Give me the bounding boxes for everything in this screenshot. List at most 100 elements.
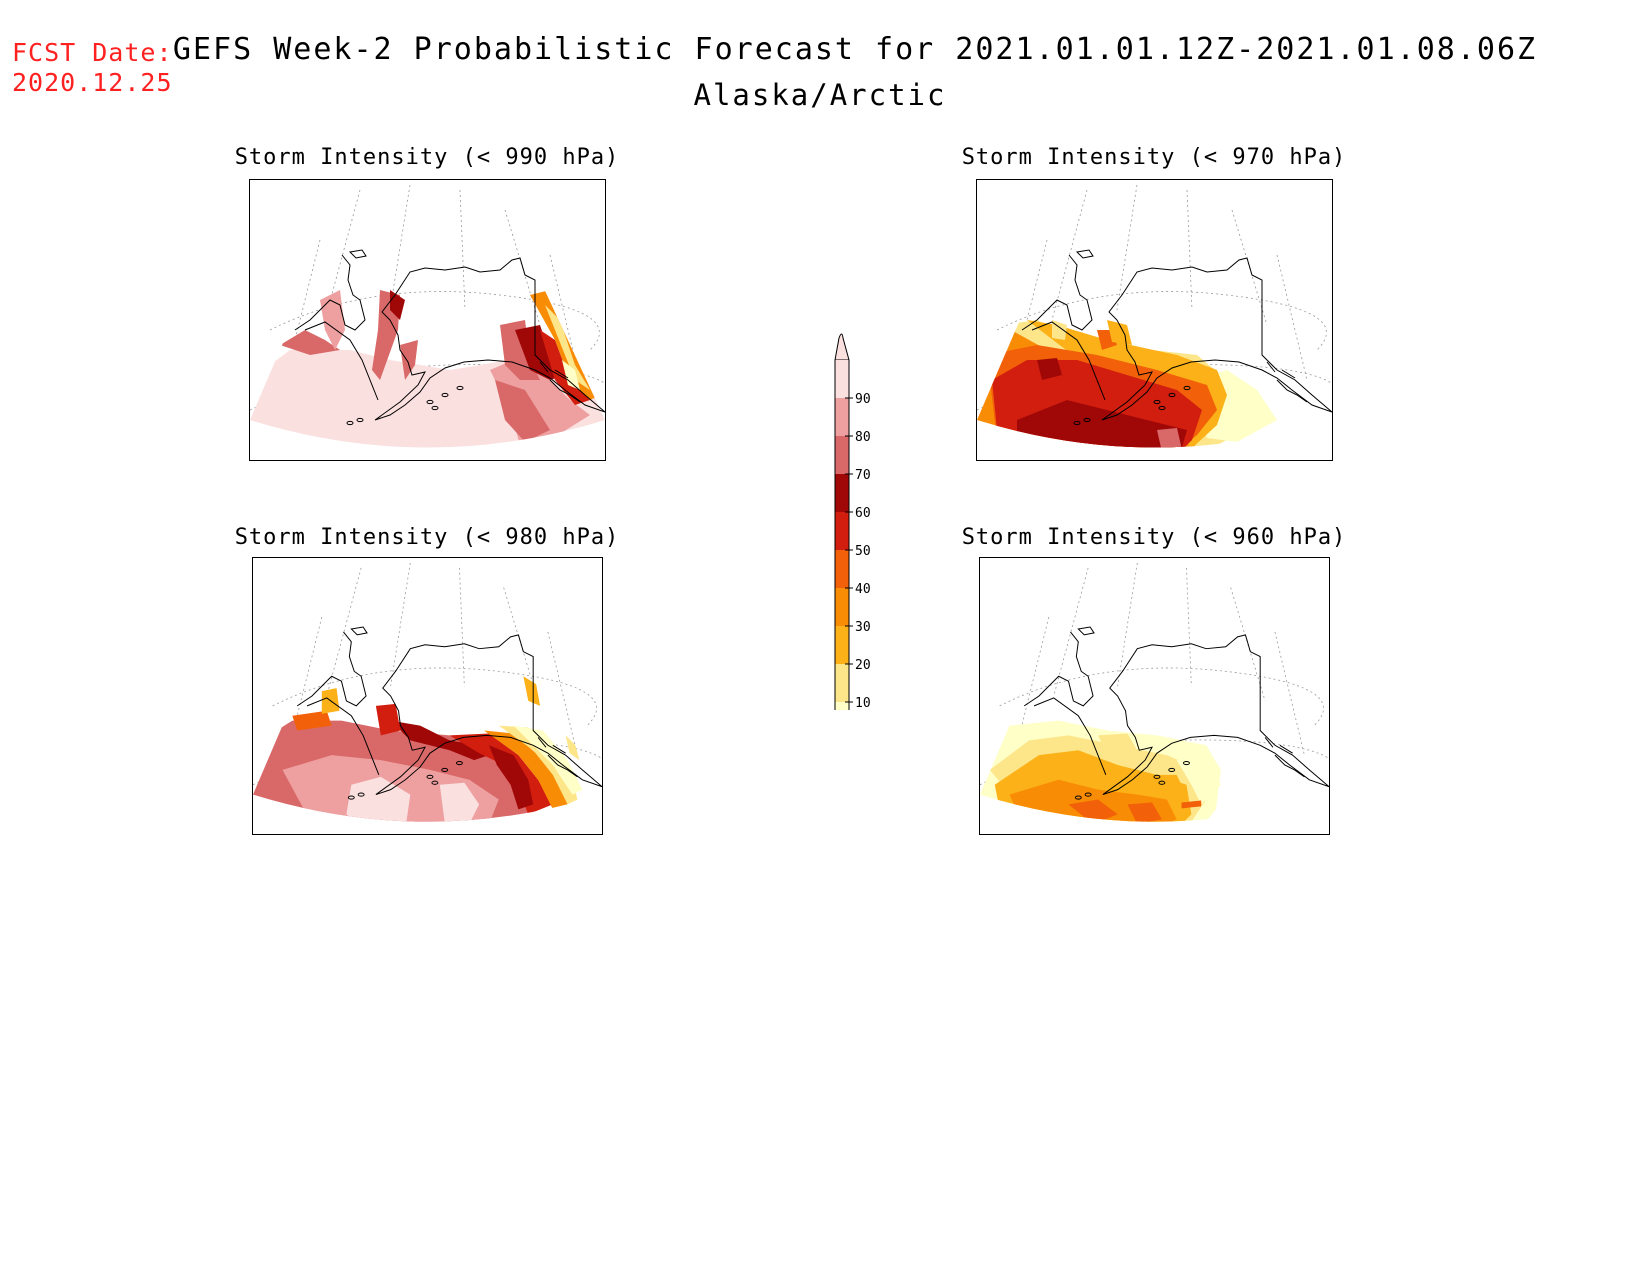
coastline [296,626,602,800]
alaska-coast [374,257,605,421]
meridian-line [1016,239,1048,361]
probability-contour [1127,802,1162,822]
colorbar-swatch [835,474,849,512]
colorbar: 90 80 70 60 50 40 30 20 10 [834,333,871,710]
page-subtitle: Alaska/Arctic [693,78,947,112]
colorbar-tick-label: 10 [855,696,871,710]
fcst-date: 2020.12.25 [12,68,173,97]
aleutian-island [356,417,364,423]
aleutian-island [431,405,439,411]
colorbar-swatch [835,550,849,588]
probability-contour [292,710,332,731]
probability-contour [1037,358,1062,380]
kamchatka-coast [1031,321,1106,401]
colorbar-swatch [835,360,849,398]
alaska-coast [1102,634,1329,796]
aleutian-island [1183,760,1190,766]
colorbar-tick-label: 70 [855,468,871,483]
probability-contour [280,330,340,355]
island [350,626,368,636]
aleutian-island [357,792,365,797]
panel-title-980: Storm Intensity (< 980 hPa) [234,525,620,550]
panel-title-990: Storm Intensity (< 990 hPa) [234,145,620,170]
colorbar-swatch [835,702,849,710]
meridian-line [1116,184,1138,311]
island [1077,626,1095,636]
aleutian-island [1073,420,1081,426]
meridian-line [390,562,411,687]
colorbar-tick-label: 50 [855,544,871,559]
meridian-line [549,254,581,381]
colorbar-tick-label: 40 [855,582,871,597]
russia-coast [1021,254,1093,331]
probability-contour [1157,428,1182,448]
aleutian-island [426,399,434,405]
probability-contour [1181,800,1202,809]
coastline [294,249,605,426]
meridian-line [1186,567,1192,687]
panhandle-islands [1264,737,1305,778]
aleutian-island [441,767,449,772]
colorbar-top-arrow [834,333,850,361]
meridian-line [547,631,578,756]
coastline [1021,249,1332,426]
panhandle-islands [537,737,578,778]
aleutian-island [1083,417,1091,423]
probability-contour [439,782,480,822]
meridian-line [1186,189,1193,311]
aleutian-island [456,760,463,766]
map-panel-960 [979,557,1330,835]
meridian-line [1274,631,1305,756]
probability-contour [1176,755,1221,805]
alaska-coast [375,634,602,796]
map-970 [977,184,1332,448]
kamchatka-coast [1033,697,1107,776]
aleutian-island [1074,795,1082,800]
probability-contour [375,703,401,736]
map-960 [980,562,1329,822]
meridian-line [1276,254,1308,381]
colorbar-swatch [835,436,849,474]
meridian-line [291,617,323,736]
panel-title-960: Storm Intensity (< 960 hPa) [961,525,1347,550]
colorbar-swatch [835,398,849,436]
probability-contour [1017,400,1187,448]
probability-contour [320,290,345,350]
fcst-label: FCST Date: [12,38,173,67]
aleutian-island [347,795,355,800]
panhandle-islands [1266,361,1308,403]
aleutian-island [346,420,354,426]
kamchatka-coast [306,697,380,776]
meridian-line [389,184,411,311]
forecast-date-label: FCST Date: 2020.12.25 [12,38,173,98]
russia-coast [1023,631,1094,707]
probability-contour [562,360,580,390]
map-990 [250,184,605,448]
parallel-line [980,739,1329,795]
colorbar-tick-label: 80 [855,430,871,445]
meridian-line [1117,562,1138,687]
island [348,249,367,259]
island [1075,249,1094,259]
meridian-line [1018,617,1050,736]
probability-fill [250,290,605,448]
russia-coast [294,254,366,331]
colorbar-swatch [835,588,849,626]
panel-title-970: Storm Intensity (< 970 hPa) [961,145,1347,170]
colorbar-tick-label: 60 [855,506,871,521]
map-panel-990 [249,179,606,461]
parallel-line [999,667,1324,726]
aleutian-island [1153,399,1161,405]
probability-contour [1068,799,1118,822]
map-980 [253,562,602,822]
meridian-line [289,239,321,361]
colorbar-swatch [835,512,849,550]
probability-contour [400,340,418,380]
colorbar-swatch [835,664,849,702]
page-title: GEFS Week-2 Probabilistic Forecast for 2… [172,32,1538,67]
probability-fill [977,320,1277,448]
probability-contour [390,290,405,320]
aleutian-island [1158,780,1166,785]
probability-contour [1052,320,1067,340]
probability-fill [980,720,1221,822]
